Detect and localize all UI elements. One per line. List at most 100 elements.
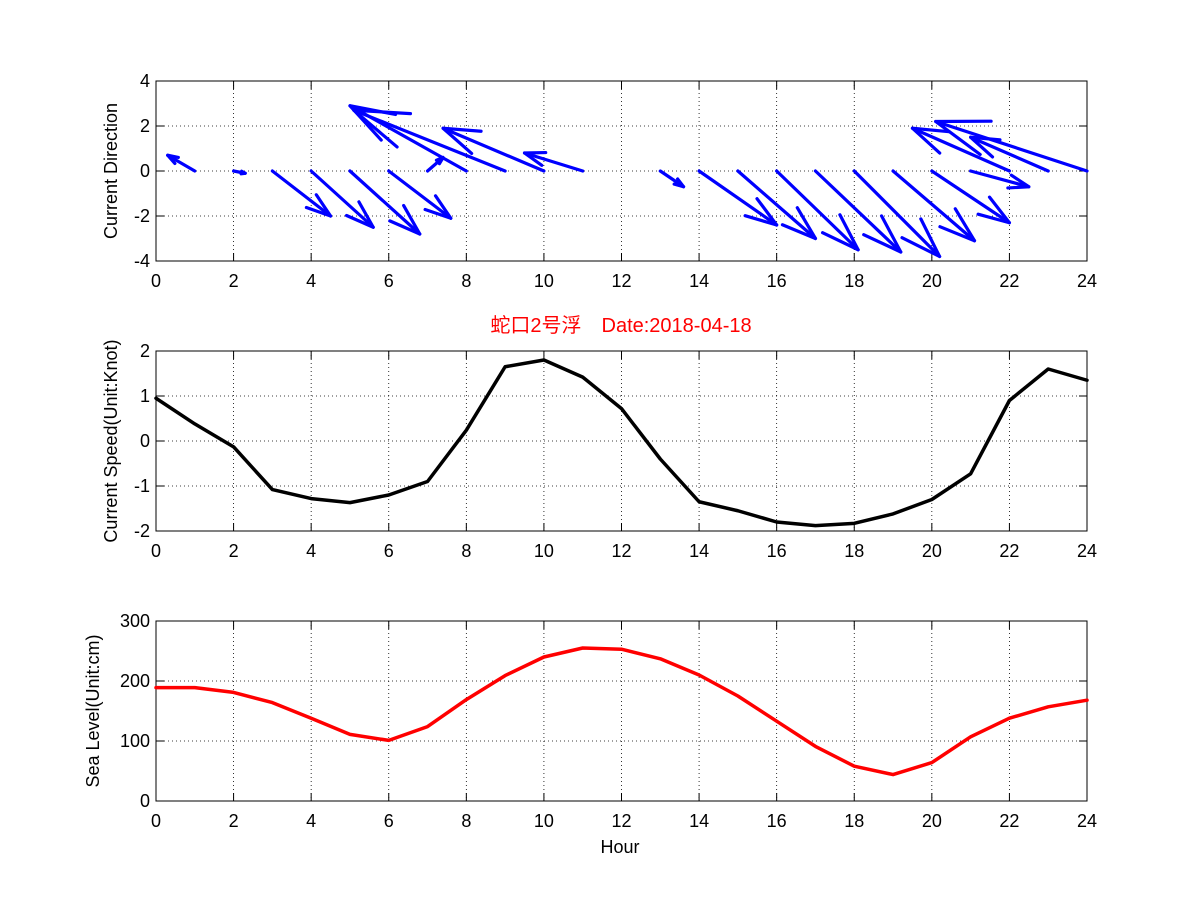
current-arrow-shaft [441, 126, 546, 173]
current-arrow-head [780, 206, 818, 241]
speed-x-tick-label: 22 [999, 541, 1019, 561]
speed-x-tick-label: 4 [306, 541, 316, 561]
current-arrow-head [672, 177, 686, 189]
speed-y-tick-label: -2 [134, 521, 150, 541]
sealevel-y-tick-label: 100 [120, 731, 150, 751]
speed-x-tick-label: 0 [151, 541, 161, 561]
speed-x-tick-label: 12 [611, 541, 631, 561]
speed-x-tick-label: 10 [534, 541, 554, 561]
current-arrow-shaft [522, 151, 585, 173]
current-arrow-shaft [270, 169, 333, 218]
direction-y-tick-label: 0 [140, 161, 150, 181]
sealevel-x-tick-label: 12 [611, 811, 631, 831]
current-speed-line [154, 358, 1089, 528]
speed-x-tick-label: 2 [229, 541, 239, 561]
current-arrow [309, 169, 375, 229]
current-arrow [969, 169, 1031, 190]
sealevel-x-tick-label: 22 [999, 811, 1019, 831]
current-arrow-head [938, 207, 977, 243]
current-arrow [930, 169, 1012, 225]
current-arrow-head [441, 126, 483, 156]
direction-x-tick-label: 14 [689, 271, 709, 291]
direction-x-tick-label: 8 [461, 271, 471, 291]
sea-level-line [154, 646, 1089, 777]
speed-x-tick-label: 16 [767, 541, 787, 561]
current-arrow [891, 169, 977, 243]
sealevel-x-tick-label: 18 [844, 811, 864, 831]
current-arrow-head [1006, 173, 1031, 190]
speed-x-tick-label: 24 [1077, 541, 1097, 561]
direction-y-tick-label: 2 [140, 116, 150, 136]
current-arrow [522, 150, 585, 173]
direction-y-axis-label: Current Direction [101, 103, 121, 239]
sealevel-y-axis-label: Sea Level(Unit:cm) [83, 634, 103, 787]
direction-y-tick-label: 4 [140, 71, 150, 91]
current-arrow-shaft [775, 169, 860, 252]
current-arrow-head [900, 217, 942, 259]
current-arrow-shaft [934, 119, 1089, 173]
current-arrow [166, 153, 197, 173]
current-arrow-shaft [891, 169, 977, 243]
current-arrow [270, 169, 333, 218]
current-arrow-shaft [930, 169, 1012, 225]
direction-x-tick-label: 16 [767, 271, 787, 291]
direction-x-tick-label: 0 [151, 271, 161, 291]
current-arrow [813, 169, 903, 254]
current-arrow-head [934, 119, 993, 157]
direction-y-tick-label: -2 [134, 206, 150, 226]
direction-x-tick-label: 12 [611, 271, 631, 291]
current-arrow [348, 169, 422, 236]
current-arrow [231, 169, 247, 176]
current-arrow-head [820, 213, 860, 252]
current-arrow-head [388, 203, 422, 236]
sealevel-x-tick-label: 14 [689, 811, 709, 831]
current-arrow [736, 169, 818, 241]
direction-x-tick-label: 22 [999, 271, 1019, 291]
direction-y-tick-label: -4 [134, 251, 150, 271]
sealevel-y-tick-label: 0 [140, 791, 150, 811]
sealevel-y-tick-label: 300 [120, 611, 150, 631]
current-arrow-head [352, 108, 413, 149]
current-arrow [934, 119, 1089, 173]
current-arrow-shaft [387, 169, 453, 220]
current-arrow [441, 126, 546, 173]
current-arrow-shaft [852, 169, 942, 259]
current-arrow-head [239, 169, 247, 176]
chart-title: 蛇口2号浮 Date:2018-04-18 [490, 314, 751, 337]
speed-x-tick-label: 8 [461, 541, 471, 561]
x-axis-label: Hour [600, 837, 639, 857]
current-arrow-head [166, 153, 180, 166]
speed-x-tick-label: 20 [922, 541, 942, 561]
current-arrow-head [743, 197, 779, 227]
current-arrow-shaft [309, 169, 375, 229]
current-arrow-shaft [813, 169, 903, 254]
direction-x-tick-label: 6 [384, 271, 394, 291]
current-arrow-shaft [736, 169, 818, 241]
current-arrow [910, 126, 1012, 173]
current-arrow-shaft [969, 169, 1031, 189]
direction-x-tick-label: 10 [534, 271, 554, 291]
sealevel-x-tick-label: 4 [306, 811, 316, 831]
current-arrow-head [910, 126, 951, 155]
sealevel-x-tick-label: 2 [229, 811, 239, 831]
sealevel-x-tick-label: 0 [151, 811, 161, 831]
direction-x-tick-label: 2 [229, 271, 239, 291]
current-arrow [352, 108, 507, 173]
current-arrow-head [522, 150, 548, 167]
current-arrow-shaft [910, 126, 1012, 173]
speed-y-tick-label: 0 [140, 431, 150, 451]
direction-x-tick-label: 4 [306, 271, 316, 291]
current-arrow [852, 169, 942, 259]
speed-x-tick-label: 18 [844, 541, 864, 561]
current-arrow-shaft [697, 169, 779, 227]
current-arrow-head [304, 193, 333, 218]
sealevel-x-tick-label: 8 [461, 811, 471, 831]
speed-y-tick-label: -1 [134, 476, 150, 496]
sealevel-x-tick-label: 24 [1077, 811, 1097, 831]
sealevel-x-tick-label: 20 [922, 811, 942, 831]
